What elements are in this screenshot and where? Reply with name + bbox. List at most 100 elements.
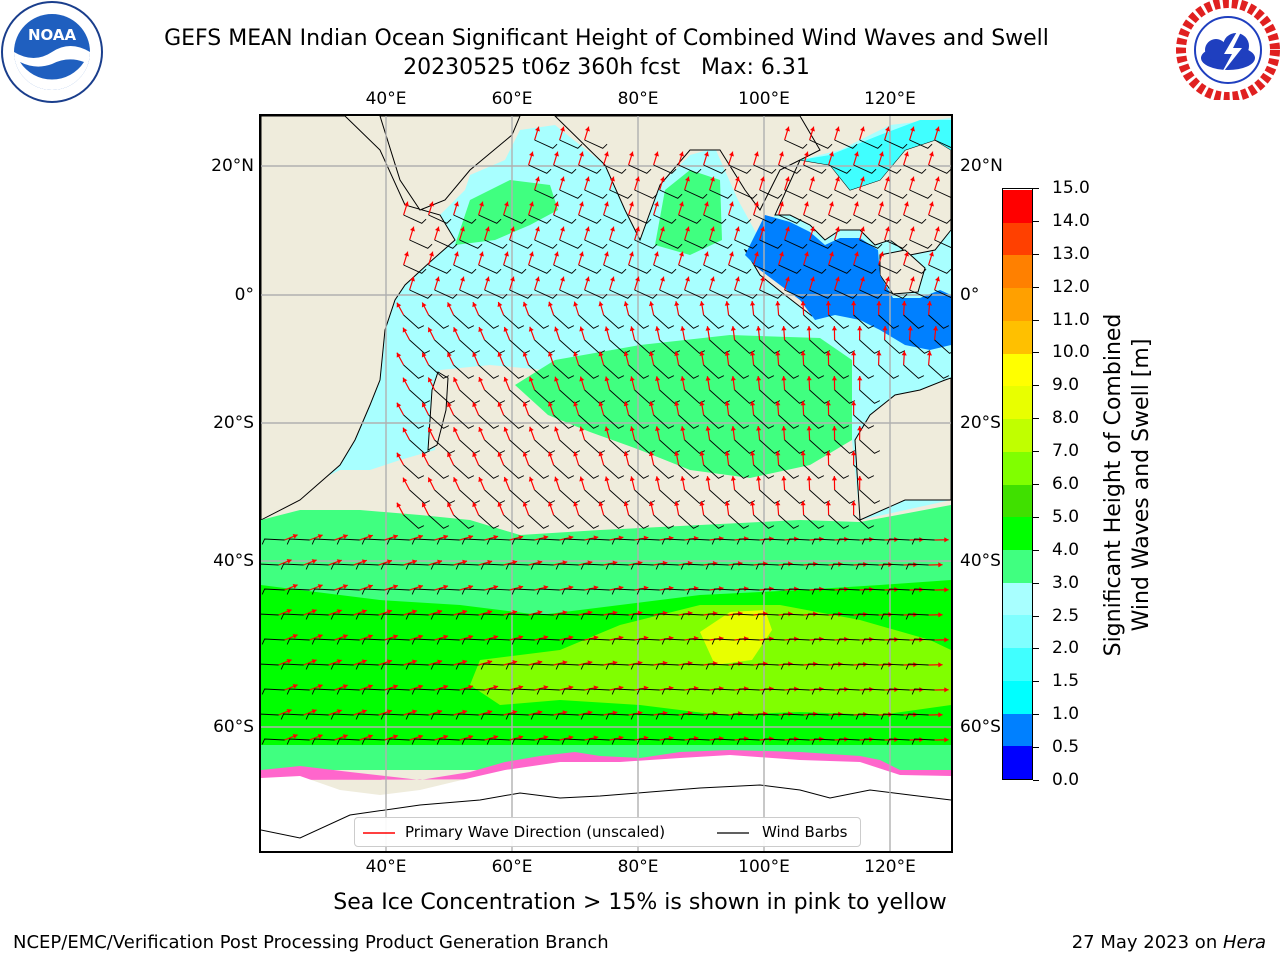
wave-arrow-head <box>311 709 317 714</box>
wind-barb <box>855 613 879 620</box>
wind-barb <box>653 214 677 224</box>
wind-barb <box>859 389 881 404</box>
wind-barb <box>780 663 804 670</box>
wave-arrow-head <box>560 176 565 182</box>
wind-barb <box>578 164 602 174</box>
wind-barb <box>434 439 456 454</box>
wave-arrow-head <box>804 201 809 207</box>
wave-arrow-head <box>487 709 493 715</box>
wind-barb <box>928 314 950 329</box>
wave-arrow-head <box>528 326 534 332</box>
lon-tick-top: 80°E <box>617 89 659 109</box>
wave-arrow-head <box>485 226 490 232</box>
wave-arrow-head <box>629 326 635 332</box>
wind-barb <box>628 514 650 529</box>
wind-barb <box>411 588 435 595</box>
wind-barb <box>636 738 660 745</box>
wind-barb <box>453 364 475 379</box>
wind-barb <box>528 364 550 379</box>
wind-barb <box>730 563 754 570</box>
wave-arrow-head <box>418 684 423 690</box>
wave-arrow-head <box>367 584 373 590</box>
wind-barb <box>830 713 854 720</box>
wind-barb <box>903 314 925 329</box>
wave-arrow-head <box>485 276 490 282</box>
wind-barb <box>859 239 883 249</box>
wave-arrow-head <box>754 251 759 257</box>
wave-arrow-head <box>735 176 740 182</box>
wind-barb <box>511 738 535 745</box>
wave-arrow-head <box>760 176 765 182</box>
wave-arrow-head <box>857 376 863 381</box>
wind-barb <box>261 613 279 616</box>
colorbar-tick <box>1033 220 1039 222</box>
south-china-sea-region <box>800 120 951 190</box>
wind-barb <box>686 688 710 695</box>
wave-arrow-head <box>548 501 553 507</box>
wave-arrow-head <box>317 534 323 539</box>
wave-arrow-head <box>735 276 740 282</box>
colorbar-tick <box>1033 681 1039 683</box>
wave-arrow-head <box>674 301 680 306</box>
wind-barb <box>403 414 425 429</box>
wave-arrow-head <box>493 584 499 590</box>
wave-arrow-head <box>629 376 635 382</box>
wind-barb <box>361 588 385 595</box>
credit-text: NCEP/EMC/Verification Post Processing Pr… <box>13 932 609 953</box>
colorbar-tick <box>1033 484 1039 485</box>
colorbar-segment <box>1003 287 1032 321</box>
colorbar-tick-label: 1.5 <box>1052 671 1080 692</box>
wave-arrow-head <box>336 659 342 665</box>
wind-barb <box>778 164 802 174</box>
wave-arrow-head <box>654 201 659 207</box>
wind-barb <box>903 264 927 274</box>
wind-barb <box>803 314 825 329</box>
wind-barb <box>503 414 525 429</box>
wave-arrow-head <box>421 302 427 308</box>
wave-arrow-head <box>810 276 815 282</box>
wind-barbs-label: Wind Barbs <box>762 823 848 841</box>
colorbar-tick-label: 5.0 <box>1052 506 1080 527</box>
wave-arrow-head <box>447 302 452 308</box>
wind-barb <box>403 364 425 379</box>
wave-arrow-head <box>468 684 474 690</box>
wave-arrow-head <box>504 201 509 207</box>
colorbar-tick-label: 8.0 <box>1052 408 1080 429</box>
wave-arrow-head <box>579 376 585 382</box>
wind-barb <box>728 464 750 479</box>
vector-field <box>261 126 951 745</box>
wind-barb <box>534 239 558 249</box>
wind-barb <box>655 613 679 620</box>
wave-arrow-head <box>944 687 949 693</box>
wave-arrow-head <box>522 301 528 307</box>
wind-barb <box>628 364 650 379</box>
wind-barb <box>503 464 525 479</box>
wind-barb <box>636 688 660 695</box>
wind-barb <box>709 239 733 249</box>
wind-barb <box>680 713 704 720</box>
wind-barb <box>553 464 575 479</box>
wind-barb <box>886 688 910 695</box>
wave-arrow-head <box>762 611 768 617</box>
wind-barb <box>553 264 577 274</box>
lat-tick-right: 60°S <box>960 717 1001 737</box>
wave-arrow-head <box>548 351 553 357</box>
wave-arrow-head <box>487 659 493 665</box>
wave-arrow-head <box>598 301 604 307</box>
wind-barb <box>311 588 335 595</box>
wind-barb <box>705 663 729 670</box>
wave-arrow-head <box>876 351 882 356</box>
map-panel[interactable] <box>259 114 953 853</box>
wave-arrow-head <box>679 251 684 257</box>
wind-barb <box>834 139 858 149</box>
wind-barb <box>753 214 777 224</box>
wave-arrow-head <box>478 427 484 433</box>
wind-barb <box>880 563 904 570</box>
wind-barb <box>928 164 951 174</box>
wave-arrow-head <box>935 126 940 132</box>
wave-arrow-head <box>386 609 392 615</box>
wave-arrow-head <box>478 477 484 483</box>
wind-barb <box>459 439 481 454</box>
wave-arrow-head <box>396 402 402 408</box>
wind-barb <box>653 314 675 329</box>
